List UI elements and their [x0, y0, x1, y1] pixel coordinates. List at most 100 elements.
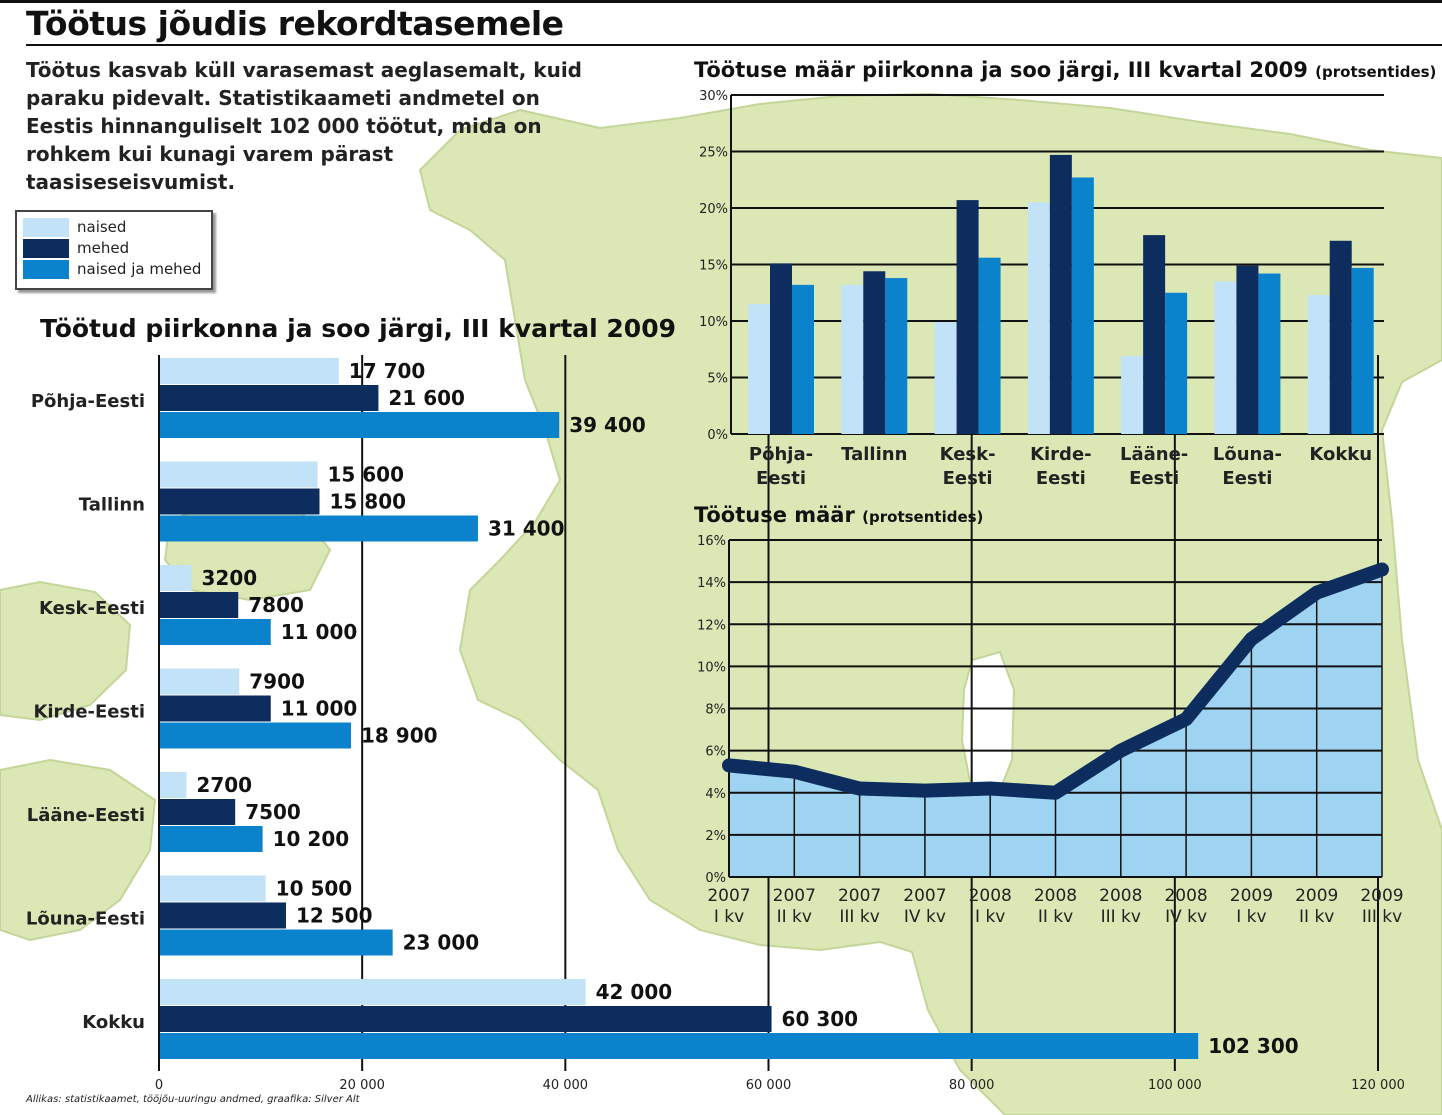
chart1-bar [160, 515, 478, 542]
chart3-y-tick-label: 6% [705, 745, 726, 760]
chart2-bar [792, 284, 814, 434]
chart1-value-label: 10 200 [273, 827, 350, 851]
chart3-x-tick-label: 2007 [773, 886, 816, 906]
chart1-category-label: Lääne-Eesti [27, 805, 145, 826]
chart1-value-label: 7900 [249, 670, 305, 694]
chart1-bar [160, 979, 586, 1005]
chart2-bar [748, 304, 770, 434]
chart2-y-tick-label: 5% [707, 372, 728, 387]
legend-item-naised-ja-mehed: naised ja mehed [23, 259, 209, 279]
chart2-bar [1214, 281, 1237, 434]
chart2-title-main: Töötuse määr piirkonna ja soo järgi, III… [694, 58, 1308, 82]
chart1-bar [160, 929, 393, 956]
chart3-point [1378, 565, 1386, 574]
chart1-bar [160, 358, 339, 384]
chart3-title-suffix: (protsentides) [862, 508, 984, 526]
chart1-bar [160, 461, 318, 488]
chart3-x-tick-label: I kv [975, 907, 1005, 927]
chart2-bar [1329, 240, 1352, 434]
chart1-value-label: 42 000 [596, 980, 673, 1004]
chart2-category-label: Tallinn [841, 444, 907, 465]
chart3-x-tick-label: III kv [1101, 907, 1141, 927]
chart2-bar [1027, 202, 1050, 434]
chart3-x-tick-label: 2008 [969, 886, 1012, 906]
chart1-value-label: 31 400 [488, 517, 565, 541]
chart3-point [1182, 715, 1191, 724]
chart1-bar [160, 565, 192, 591]
chart1-title: Töötud piirkonna ja soo järgi, III kvart… [40, 314, 676, 343]
chart3-x-tick-label: 2008 [1034, 886, 1077, 906]
chart3-x-tick-label: 2009 [1295, 886, 1338, 906]
chart1-category-label: Põhja-Eesti [31, 391, 145, 412]
chart2-bar [1165, 292, 1188, 434]
legend-item-mehed: mehed [23, 238, 209, 258]
chart3-x-tick-label: 2008 [1099, 886, 1142, 906]
chart2-category-label: Eesti [1129, 468, 1179, 489]
chart3-y-tick-label: 0% [705, 871, 726, 886]
top-rule [0, 0, 1442, 3]
chart1-bar [160, 619, 271, 645]
chart2-category-label: Kesk- [940, 444, 996, 465]
chart1-bar [160, 668, 240, 695]
chart3-point [1312, 588, 1321, 597]
chart1-x-tick-label: 80 000 [949, 1078, 995, 1093]
chart2-category-label: Kirde- [1030, 444, 1092, 465]
chart3-y-tick-label: 10% [697, 660, 726, 675]
chart3-point [790, 767, 799, 776]
chart1-bar [160, 1033, 1199, 1059]
chart1-bar [160, 722, 351, 749]
chart2-y-tick-label: 30% [699, 89, 728, 104]
chart2-bar [1121, 356, 1144, 434]
chart2-bar [956, 200, 979, 434]
chart1-value-label: 60 300 [782, 1007, 859, 1031]
chart3-x-tick-label: IV kv [904, 907, 946, 927]
chart3-point [1247, 634, 1256, 643]
chart2-y-tick-label: 0% [707, 428, 728, 443]
chart3-x-tick-label: 2009 [1360, 886, 1403, 906]
legend-label: naised ja mehed [77, 260, 202, 278]
chart1-x-tick-label: 120 000 [1351, 1078, 1405, 1093]
chart2-title: Töötuse määr piirkonna ja soo järgi, III… [694, 58, 1436, 82]
legend-label: mehed [77, 239, 130, 257]
source-credit: Allikas: statistikaamet, tööjõu-uuringu … [26, 1094, 360, 1105]
chart1-value-label: 15 600 [327, 463, 404, 487]
hiiumaa-island-shape [0, 580, 132, 722]
chart1-category-label: Kokku [82, 1012, 145, 1033]
chart1-value-label: 7500 [245, 800, 301, 824]
intro-text: Töötus kasvab küll varasemast aeglasemal… [26, 58, 582, 194]
chart1-category-label: Tallinn [79, 495, 145, 516]
chart2-y-tick-label: 10% [699, 315, 728, 330]
chart3-point [855, 784, 864, 793]
chart1-value-label: 15 800 [330, 490, 407, 514]
chart1-value-label: 3200 [202, 566, 258, 590]
chart3-x-tick-label: III kv [1362, 907, 1402, 927]
chart2-bar [1071, 177, 1094, 435]
chart3-y-tick-label: 12% [697, 618, 726, 633]
chart1-bar [160, 799, 236, 825]
chart2-category-label: Lääne- [1120, 444, 1188, 465]
chart1-bar [160, 875, 266, 902]
chart2-y-tick-label: 15% [699, 259, 728, 274]
chart1-value-label: 39 400 [569, 413, 646, 437]
chart1-value-label: 7800 [248, 593, 304, 617]
chart2-category-label: Eesti [1222, 468, 1272, 489]
chart2-category-label: Kokku [1309, 444, 1372, 465]
chart3-x-tick-label: 2009 [1230, 886, 1273, 906]
chart3-x-tick-label: 2008 [1164, 886, 1207, 906]
chart1-bar [160, 385, 379, 411]
chart2-bar [1351, 267, 1374, 434]
legend-swatch [23, 239, 69, 258]
chart1-value-label: 11 000 [281, 697, 358, 721]
chart2-category-label: Põhja- [749, 444, 813, 465]
chart1-bar [160, 772, 187, 798]
chart1-value-label: 18 900 [361, 724, 438, 748]
chart1-value-label: 11 000 [281, 620, 358, 644]
chart3-x-tick-label: IV kv [1165, 907, 1207, 927]
chart2-bar [1236, 265, 1259, 434]
chart1-value-label: 23 000 [403, 931, 480, 955]
legend-item-naised: naised [23, 217, 209, 237]
chart1-bar [160, 902, 286, 929]
